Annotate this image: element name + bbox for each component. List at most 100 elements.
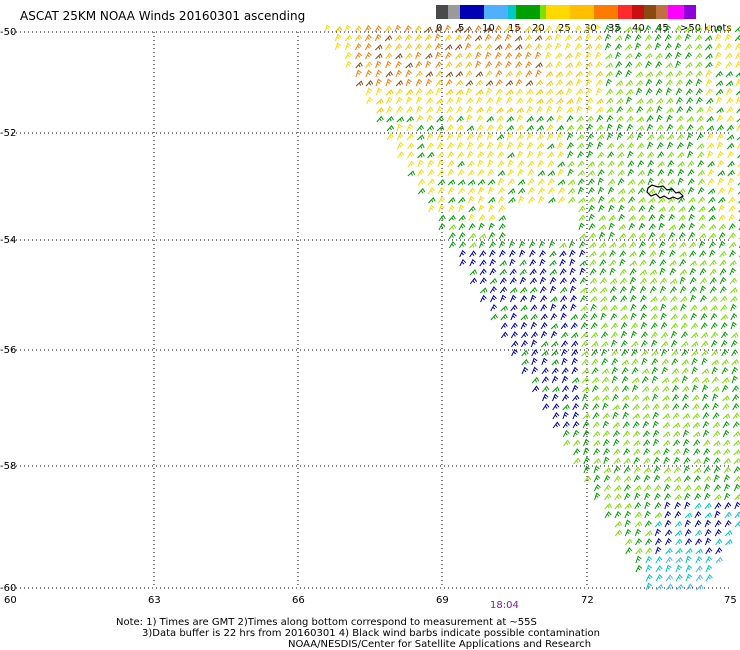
wind-barb-shaft	[636, 125, 645, 132]
wind-barb-shaft	[682, 393, 689, 402]
wind-barb	[625, 88, 634, 96]
wind-barb-shaft	[609, 249, 616, 258]
wind-barb	[538, 195, 545, 204]
wind-barb-shaft	[664, 529, 673, 537]
wind-barb	[593, 483, 601, 492]
wind-barb-shaft	[557, 161, 565, 168]
wind-barb	[592, 395, 600, 402]
wind-barb-shaft	[688, 231, 696, 240]
wind-barb	[664, 34, 672, 42]
wind-barb-shaft	[517, 179, 526, 186]
wind-barb	[562, 404, 570, 411]
wind-barb	[555, 79, 563, 87]
wind-barb-shaft	[515, 70, 523, 78]
wind-barb-shaft	[645, 555, 653, 564]
wind-barb	[662, 403, 670, 411]
wind-barb	[578, 205, 586, 213]
wind-barb-shaft	[614, 529, 623, 537]
wind-barb-shaft	[590, 295, 598, 303]
wind-barb-shaft	[435, 61, 443, 69]
wind-barb	[603, 474, 611, 483]
wind-barb	[630, 330, 638, 339]
wind-barb-shaft	[674, 34, 682, 42]
wind-barb	[455, 89, 464, 96]
wind-barb	[526, 124, 535, 132]
wind-barb-shaft	[630, 303, 637, 312]
wind-barb	[735, 72, 740, 78]
wind-barb	[537, 150, 544, 159]
wind-barb	[663, 466, 672, 474]
wind-barb-shaft	[560, 340, 569, 348]
wind-barb	[611, 349, 619, 357]
wind-barb-shaft	[514, 35, 523, 42]
wind-barb-shaft	[564, 34, 573, 42]
wind-barb	[591, 377, 600, 384]
wind-barb	[681, 375, 689, 384]
wind-barb	[514, 24, 522, 33]
wind-barb-shaft	[572, 394, 580, 402]
wind-barb-shaft	[475, 89, 484, 96]
wind-barb-shaft	[559, 286, 568, 294]
wind-barb	[649, 277, 658, 285]
wind-barb	[686, 124, 694, 132]
wind-barb	[446, 132, 454, 141]
wind-barb-shaft	[593, 439, 601, 447]
wind-barb	[633, 456, 641, 465]
wind-barb	[619, 277, 628, 285]
wind-barb-shaft	[365, 69, 372, 78]
wind-barb-shaft	[455, 89, 464, 96]
wind-barb-shaft	[529, 259, 537, 267]
wind-barb-shaft	[709, 268, 717, 276]
wind-barb-shaft	[426, 106, 434, 114]
wind-barb-shaft	[655, 565, 663, 573]
wind-barb-shaft	[684, 492, 691, 501]
wind-barb-shaft	[708, 205, 716, 213]
wind-barb	[578, 214, 586, 222]
wind-barb-shaft	[684, 33, 692, 42]
wind-barb-shaft	[539, 258, 546, 267]
wind-barb	[500, 294, 507, 303]
wind-barb-shaft	[546, 115, 554, 123]
wind-barb-shaft	[518, 240, 526, 249]
wind-barb	[621, 385, 629, 393]
wind-barb-shaft	[578, 197, 586, 204]
wind-barb-shaft	[516, 141, 524, 150]
wind-barb	[726, 124, 734, 132]
wind-barb	[698, 240, 706, 249]
wind-barb-shaft	[661, 358, 669, 366]
wind-barb	[485, 61, 493, 69]
wind-barb-shaft	[695, 70, 703, 78]
wind-barb-shaft	[684, 26, 693, 33]
wind-barb-shaft	[720, 339, 728, 348]
wind-barb-shaft	[537, 170, 546, 177]
wind-barb-shaft	[648, 223, 656, 231]
wind-barb-shaft	[544, 34, 553, 42]
wind-barb	[714, 33, 722, 42]
wind-barb	[693, 475, 701, 483]
wind-barb	[711, 349, 719, 357]
wind-barb	[658, 232, 667, 240]
wind-barb-shaft	[685, 79, 693, 87]
wind-barb	[476, 132, 484, 141]
wind-barb	[529, 259, 537, 267]
wind-barb	[572, 402, 580, 411]
wind-barb	[675, 556, 683, 564]
wind-barb-shaft	[510, 294, 517, 303]
wind-barb	[504, 33, 512, 42]
wind-barb	[436, 105, 443, 114]
wind-barb	[685, 538, 693, 546]
wind-barb	[655, 61, 663, 69]
wind-barb-shaft	[680, 303, 687, 312]
wind-barb	[375, 69, 382, 78]
wind-barb-shaft	[577, 186, 585, 195]
wind-barb	[519, 259, 527, 267]
wind-barb	[366, 96, 373, 105]
legend-swatch-6	[516, 5, 540, 19]
wind-barb-shaft	[669, 286, 677, 294]
wind-barb-shaft	[714, 502, 722, 510]
wind-barb-shaft	[531, 376, 540, 384]
wind-barb-shaft	[476, 114, 484, 123]
wind-barb	[447, 179, 456, 186]
wind-barb	[479, 268, 487, 276]
wind-barb	[607, 186, 615, 195]
